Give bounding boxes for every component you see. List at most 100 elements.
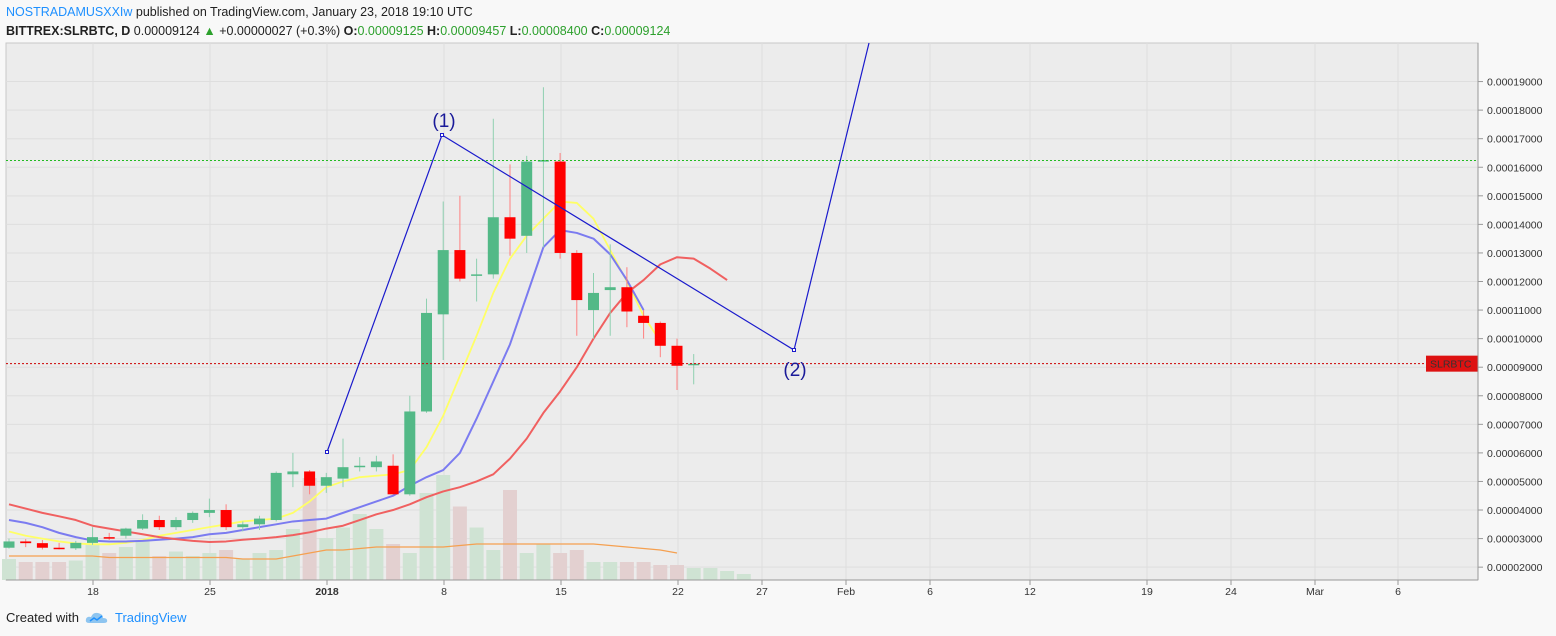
price-axis[interactable]: 0.00002000 0.00003000 0.00004000 0.00005000…: [1477, 43, 1556, 580]
x-tick-label: 6: [1395, 586, 1401, 598]
chart-header: NOSTRADAMUSXXIw published on TradingView…: [6, 3, 670, 41]
candle-body: [337, 467, 349, 479]
candle-body: [120, 528, 132, 536]
volume-bar: [402, 553, 417, 580]
candle-body: [53, 547, 65, 550]
open-label: O:: [343, 24, 358, 38]
wave-label-1: (1): [432, 111, 455, 132]
candle-body: [254, 518, 265, 525]
candle-body: [487, 217, 499, 275]
candle-body: [354, 465, 366, 468]
wave-polyline[interactable]: [326, 42, 870, 453]
y-tick-label: 0.00013000: [1487, 248, 1543, 260]
volume-bar: [102, 553, 117, 580]
symbol-tag: [1426, 355, 1478, 372]
y-tick-label: 0.00006000: [1487, 448, 1543, 460]
x-tick-label: 18: [87, 586, 99, 598]
volume-bar: [619, 562, 634, 580]
header-row-1: NOSTRADAMUSXXIw published on TradingView…: [6, 3, 670, 22]
volume-bar: [2, 559, 16, 580]
candle-body: [220, 510, 232, 528]
wave-anchor[interactable]: [792, 348, 796, 352]
x-tick-label: 25: [204, 586, 216, 598]
candle-body: [320, 477, 332, 486]
plot-area[interactable]: [5, 42, 1479, 581]
volume-bar: [503, 490, 517, 580]
tradingview-link[interactable]: TradingView: [114, 610, 187, 625]
candle-body: [103, 537, 115, 539]
author-link[interactable]: NOSTRADAMUSXXIw: [6, 5, 133, 19]
wave-anchor[interactable]: [325, 450, 329, 454]
volume-bar: [586, 562, 601, 580]
volume-bar: [486, 550, 501, 580]
volume-bar: [369, 529, 384, 580]
volume-bar: [169, 551, 183, 580]
x-tick-label: 15: [555, 586, 567, 598]
candle-body: [404, 411, 416, 495]
volume-bar: [452, 506, 467, 580]
candle-body: [688, 363, 700, 366]
ma-blue-line: [8, 229, 645, 543]
volume-bar: [118, 547, 133, 580]
x-tick-label: 8: [441, 586, 447, 598]
wave-anchor[interactable]: [440, 133, 444, 137]
candle-body: [588, 292, 599, 311]
y-tick-label: 0.00012000: [1487, 277, 1543, 289]
close-label: C:: [591, 24, 605, 38]
volume-bar: [185, 556, 200, 580]
wave-drawing[interactable]: [325, 42, 870, 454]
candle-body: [87, 537, 98, 543]
candle-body: [287, 471, 299, 475]
y-tick-label: 0.00017000: [1487, 134, 1543, 146]
candle-body: [36, 543, 48, 548]
volume-bar: [352, 514, 367, 580]
candle-body: [654, 322, 666, 346]
symbol-tag-text: SLRBTC: [1430, 359, 1472, 371]
y-tick-label: 0.00007000: [1487, 419, 1543, 431]
volume-bar: [319, 538, 334, 580]
candle-body: [638, 315, 650, 323]
candle-body: [70, 542, 82, 549]
y-tick-label: 0.00016000: [1487, 162, 1543, 174]
close-value: 0.00009124: [604, 24, 671, 38]
volume-bar: [703, 568, 718, 580]
last-price: 0.00009124: [133, 24, 200, 38]
time-axis[interactable]: 18 25 2018 8 15 22 27 Feb 6 12 19 24 Mar 6: [6, 579, 1478, 598]
x-tick-label: 6: [927, 586, 933, 598]
volume-bar: [18, 562, 33, 580]
candle-body: [153, 520, 165, 528]
volume-bar: [336, 527, 350, 580]
tradingview-cloud-icon: [85, 612, 108, 623]
y-tick-label: 0.00015000: [1487, 191, 1543, 203]
y-tick-label: 0.00014000: [1487, 219, 1543, 231]
volume-bar: [469, 527, 484, 580]
candle-body: [20, 541, 32, 544]
candle-body: [571, 252, 583, 301]
candle-body: [370, 461, 382, 468]
candle-body: [504, 217, 516, 239]
candle-body: [170, 520, 182, 528]
created-with-text: Created with: [6, 610, 79, 625]
high-value: 0.00009457: [440, 24, 507, 38]
footer: Created with TradingView: [6, 610, 187, 625]
y-tick-label: 0.00011000: [1487, 305, 1542, 317]
candle-body: [671, 345, 683, 366]
volume-bar: [686, 568, 701, 580]
symbol-label: BITTREX:SLRBTC, D: [6, 24, 131, 38]
x-tick-label: 12: [1024, 586, 1036, 598]
volume-bar: [603, 562, 618, 580]
volume-bar: [35, 562, 50, 580]
x-tick-label: Mar: [1306, 586, 1325, 598]
x-tick-label: Feb: [837, 586, 855, 598]
volume-bar: [152, 556, 167, 580]
volume-bar: [419, 493, 434, 580]
x-tick-label: 27: [756, 586, 768, 598]
grid-lines: [6, 43, 1478, 580]
volume-ma: [9, 543, 678, 560]
volume-bar: [519, 553, 534, 580]
x-tick-label: 22: [672, 586, 684, 598]
y-tick-label: 0.00019000: [1487, 77, 1543, 89]
candle-body: [387, 465, 399, 495]
volume-bar: [235, 559, 250, 580]
